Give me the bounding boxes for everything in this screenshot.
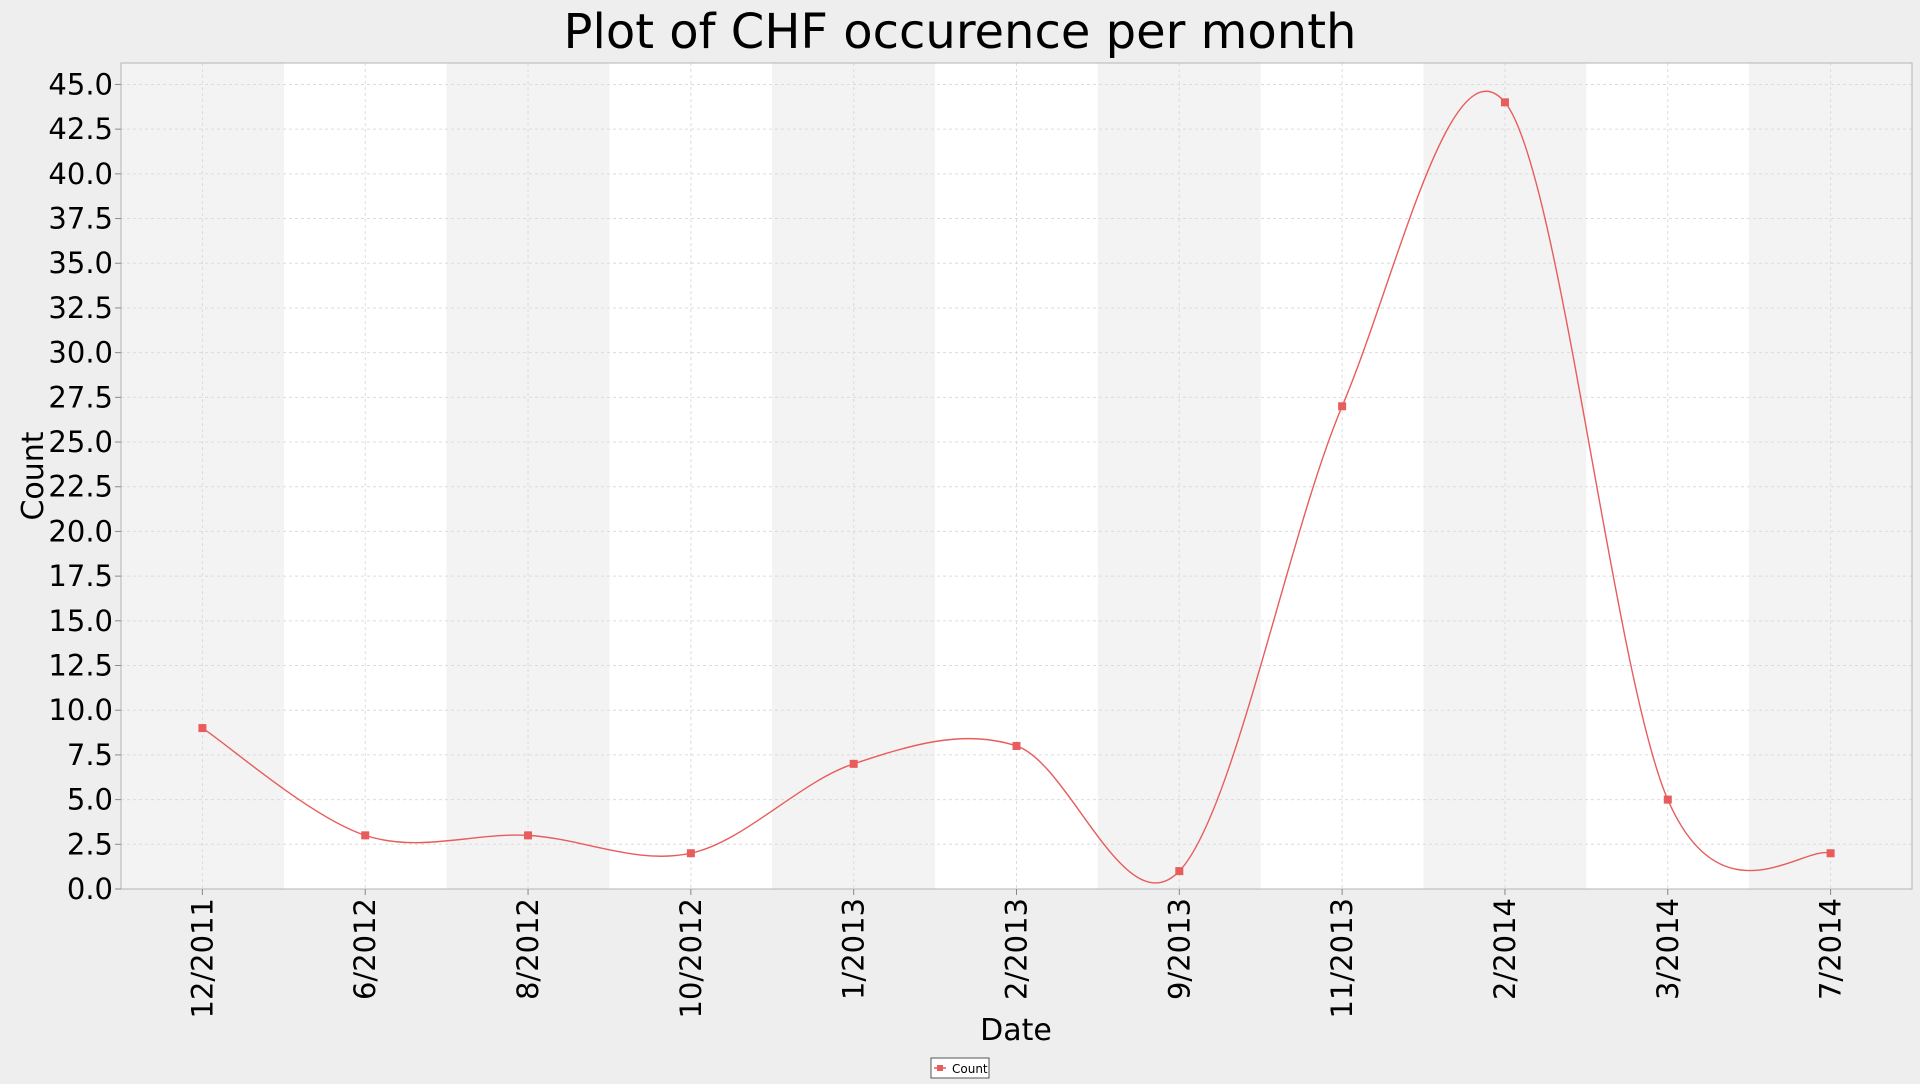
y-tick-label: 35.0 (48, 246, 113, 280)
x-tick-label: 10/2012 (674, 898, 708, 1018)
y-tick-label: 0.0 (67, 872, 113, 906)
legend: Count (930, 1057, 990, 1079)
x-tick-label: 9/2013 (1162, 898, 1196, 1000)
y-tick-label: 45.0 (48, 67, 113, 101)
data-point (1012, 741, 1021, 750)
y-tick-label: 27.5 (48, 380, 113, 414)
y-tick-label: 2.5 (67, 827, 113, 861)
x-tick-label: 8/2012 (511, 898, 545, 1000)
x-axis: 12/2011 6/2012 8/2012 10/2012 1/2013 2/2013 9/… (185, 889, 1848, 1018)
y-tick-label: 17.5 (48, 559, 113, 593)
x-tick-label: 7/2014 (1814, 898, 1848, 1000)
y-tick-label: 10.0 (48, 693, 113, 727)
data-point (1500, 98, 1509, 107)
legend-box (930, 1057, 990, 1079)
data-point (1663, 795, 1672, 804)
y-tick-label: 30.0 (48, 336, 113, 370)
data-point (361, 831, 370, 840)
x-tick-label: 2/2014 (1488, 898, 1522, 1000)
y-tick-label: 37.5 (48, 202, 113, 236)
data-point (1826, 849, 1835, 858)
y-tick-label: 22.5 (48, 470, 113, 504)
data-point (686, 849, 695, 858)
category-band (935, 63, 1098, 889)
y-tick-label: 7.5 (67, 738, 113, 772)
category-band (772, 63, 936, 889)
y-tick-label: 5.0 (67, 783, 113, 817)
x-tick-label: 12/2011 (185, 898, 219, 1018)
category-band (283, 63, 447, 889)
series-count (198, 90, 1835, 884)
data-point (524, 831, 533, 840)
y-tick-label: 15.0 (48, 604, 113, 638)
x-tick-label: 2/2013 (1000, 898, 1034, 1000)
y-tick-label: 40.0 (48, 157, 113, 191)
y-axis: 0.0 2.5 5.0 7.5 10.0 12.5 15.0 17.5 20.0 22.5 25.0… (48, 67, 121, 906)
gridlines (121, 63, 1912, 890)
data-point (1175, 867, 1184, 876)
y-tick-label: 20.0 (48, 514, 113, 548)
category-band (1749, 63, 1912, 889)
category-band (1260, 63, 1424, 889)
data-point (849, 759, 858, 768)
y-tick-label: 32.5 (48, 291, 113, 325)
category-band (609, 63, 773, 889)
x-tick-label: 1/2013 (837, 898, 871, 1000)
data-point (198, 724, 207, 733)
x-tick-label: 11/2013 (1325, 898, 1359, 1018)
y-tick-label: 42.5 (48, 112, 113, 146)
legend-label: Count (952, 1062, 988, 1076)
category-band (1097, 63, 1261, 889)
y-axis-label: Count (16, 431, 51, 520)
y-tick-label: 25.0 (48, 425, 113, 459)
data-point (1338, 402, 1347, 411)
x-tick-label: 3/2014 (1651, 898, 1685, 1000)
legend-marker (937, 1065, 943, 1071)
category-band (446, 63, 610, 889)
category-band (1586, 63, 1750, 889)
category-band (1423, 63, 1587, 889)
chart-title: Plot of CHF occurence per month (564, 4, 1357, 60)
x-tick-label: 6/2012 (348, 898, 382, 1000)
y-tick-label: 12.5 (48, 649, 113, 683)
x-axis-label: Date (980, 1013, 1052, 1048)
alternating-bands (121, 63, 1912, 889)
category-band (121, 63, 284, 889)
